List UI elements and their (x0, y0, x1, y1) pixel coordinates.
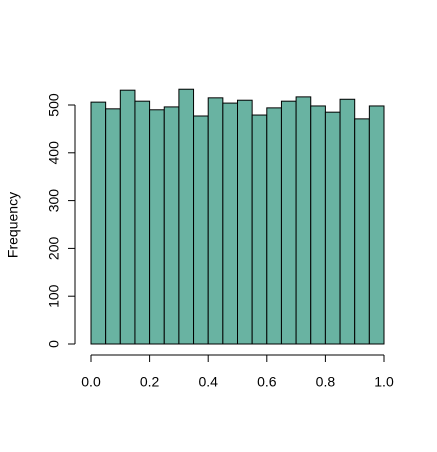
x-tick-label: 0.0 (81, 374, 101, 390)
bar (354, 118, 370, 345)
bar (222, 102, 239, 345)
y-tick-label: 100 (46, 284, 62, 308)
x-tick-label: 0.4 (198, 374, 218, 390)
x-tick-label: 1.0 (374, 374, 394, 390)
bar (178, 88, 195, 345)
x-tick-label: 0.6 (257, 374, 277, 390)
y-axis-label: Frequency (5, 192, 21, 258)
y-tick-label: 200 (46, 237, 62, 261)
bar (266, 107, 282, 345)
bar (295, 96, 312, 345)
bar (237, 99, 253, 345)
y-tick-label: 400 (46, 141, 62, 165)
bar (324, 111, 341, 345)
bar (339, 98, 356, 345)
bar (207, 97, 224, 345)
x-tick-label: 0.2 (140, 374, 160, 390)
y-tick-label: 500 (46, 93, 62, 117)
bar (193, 115, 209, 345)
bar (251, 114, 268, 345)
y-tick-label: 300 (46, 189, 62, 213)
bar (134, 100, 151, 345)
bar (310, 105, 326, 345)
bar (149, 109, 165, 345)
bar (163, 106, 180, 345)
bar (280, 100, 297, 345)
bar (119, 89, 136, 345)
bar (105, 108, 121, 345)
x-tick-label: 0.8 (316, 374, 336, 390)
bar (368, 105, 385, 345)
y-tick-label: 0 (46, 340, 62, 348)
bar (90, 101, 107, 345)
